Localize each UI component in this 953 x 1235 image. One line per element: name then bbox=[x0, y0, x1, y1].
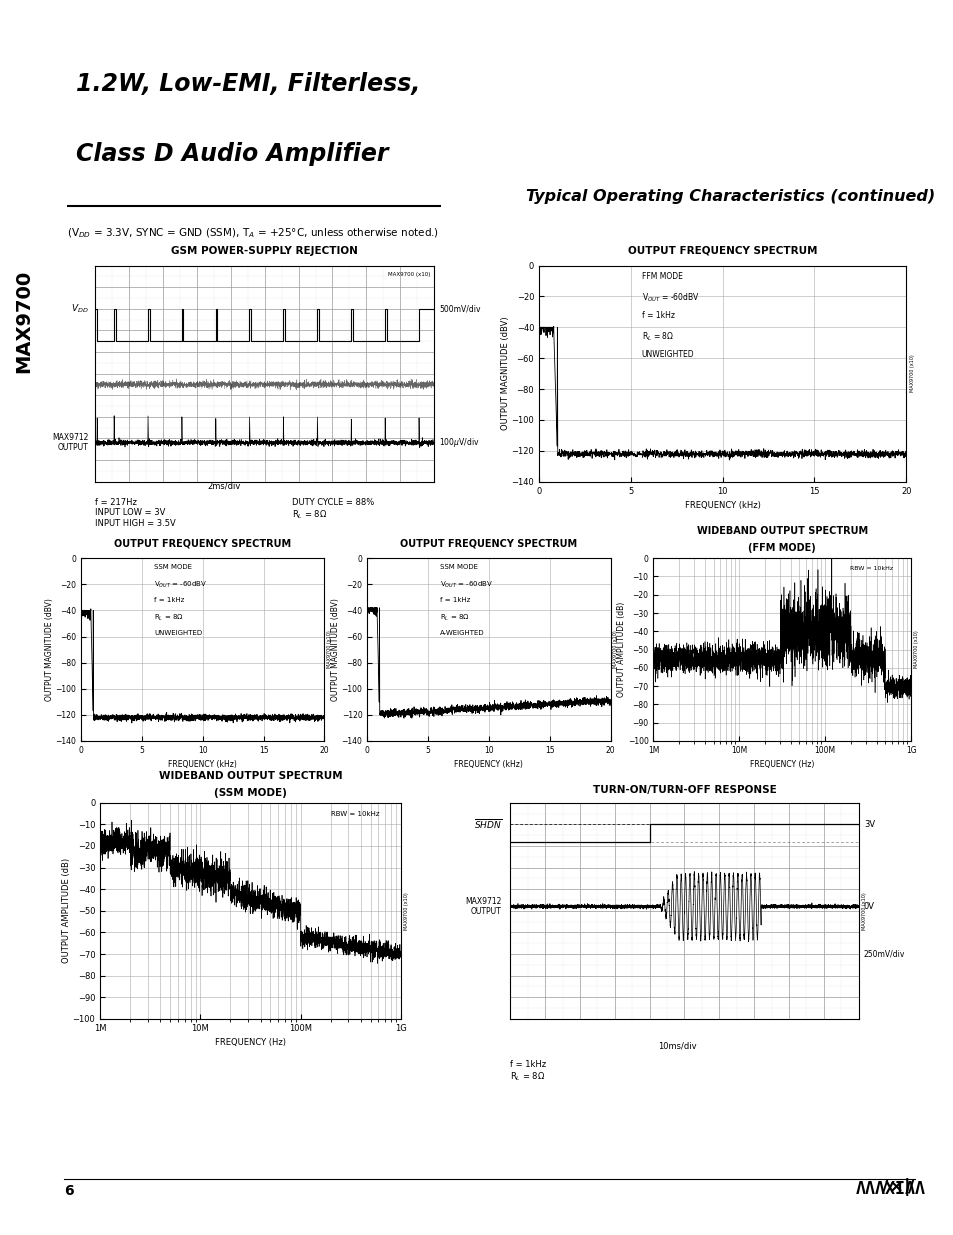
Text: MAX9712
OUTPUT: MAX9712 OUTPUT bbox=[52, 433, 89, 452]
Text: R$_L$ = 8$\Omega$: R$_L$ = 8$\Omega$ bbox=[641, 331, 674, 343]
Text: Typical Operating Characteristics (continued): Typical Operating Characteristics (conti… bbox=[525, 189, 934, 204]
X-axis label: FREQUENCY (kHz): FREQUENCY (kHz) bbox=[454, 761, 523, 769]
Y-axis label: OUTPUT AMPLITUDE (dB): OUTPUT AMPLITUDE (dB) bbox=[617, 601, 626, 698]
Text: TURN-ON/TURN-OFF RESPONSE: TURN-ON/TURN-OFF RESPONSE bbox=[592, 785, 776, 795]
Text: MAX9700 (x10): MAX9700 (x10) bbox=[913, 631, 918, 668]
Text: WIDEBAND OUTPUT SPECTRUM: WIDEBAND OUTPUT SPECTRUM bbox=[158, 771, 342, 781]
Text: 2ms/div: 2ms/div bbox=[207, 482, 240, 490]
Text: OUTPUT FREQUENCY SPECTRUM: OUTPUT FREQUENCY SPECTRUM bbox=[400, 538, 577, 548]
Text: (SSM MODE): (SSM MODE) bbox=[213, 788, 287, 798]
Text: FFM MODE: FFM MODE bbox=[641, 272, 682, 282]
Text: f = 1kHz: f = 1kHz bbox=[153, 597, 184, 603]
X-axis label: FREQUENCY (kHz): FREQUENCY (kHz) bbox=[684, 501, 760, 510]
Y-axis label: OUTPUT MAGNITUDE (dBV): OUTPUT MAGNITUDE (dBV) bbox=[45, 598, 54, 701]
Text: A-WEIGHTED: A-WEIGHTED bbox=[439, 630, 484, 636]
Text: GSM POWER-SUPPLY REJECTION: GSM POWER-SUPPLY REJECTION bbox=[172, 246, 357, 256]
Text: f = 1kHz
R$_L$ = 8$\Omega$: f = 1kHz R$_L$ = 8$\Omega$ bbox=[510, 1060, 546, 1083]
Y-axis label: OUTPUT MAGNITUDE (dBV): OUTPUT MAGNITUDE (dBV) bbox=[500, 316, 510, 431]
Text: MAX9700 (x10): MAX9700 (x10) bbox=[327, 631, 332, 668]
Text: (V$_{DD}$ = 3.3V, SYNC = GND (SSM), T$_A$ = +25$\degree$C, unless otherwise note: (V$_{DD}$ = 3.3V, SYNC = GND (SSM), T$_A… bbox=[67, 226, 438, 241]
Text: 100$\mu$V/div: 100$\mu$V/div bbox=[438, 436, 479, 450]
Text: $V_{DD}$: $V_{DD}$ bbox=[71, 303, 89, 315]
Text: MAX9712
OUTPUT: MAX9712 OUTPUT bbox=[465, 897, 501, 916]
Text: 6: 6 bbox=[65, 1184, 74, 1198]
Text: f = 1kHz: f = 1kHz bbox=[641, 311, 674, 320]
Text: V$_{OUT}$ = -60dBV: V$_{OUT}$ = -60dBV bbox=[439, 580, 493, 590]
Text: MAX9700 (x10): MAX9700 (x10) bbox=[613, 631, 618, 668]
Text: 0V: 0V bbox=[862, 902, 874, 911]
Text: RBW = 10kHz: RBW = 10kHz bbox=[331, 811, 379, 818]
Text: R$_L$ = 8$\Omega$: R$_L$ = 8$\Omega$ bbox=[439, 613, 470, 624]
X-axis label: FREQUENCY (Hz): FREQUENCY (Hz) bbox=[214, 1039, 286, 1047]
Text: SSM MODE: SSM MODE bbox=[153, 563, 192, 569]
X-axis label: FREQUENCY (Hz): FREQUENCY (Hz) bbox=[749, 761, 814, 769]
Text: 3V: 3V bbox=[862, 820, 874, 829]
Text: $\overline{SHDN}$: $\overline{SHDN}$ bbox=[473, 818, 501, 831]
Text: 500mV/div: 500mV/div bbox=[438, 304, 480, 314]
Text: UNWEIGHTED: UNWEIGHTED bbox=[153, 630, 202, 636]
Text: 1.2W, Low-EMI, Filterless,: 1.2W, Low-EMI, Filterless, bbox=[76, 73, 420, 96]
Text: Class D Audio Amplifier: Class D Audio Amplifier bbox=[76, 142, 389, 165]
Text: DUTY CYCLE = 88%
R$_L$ = 8$\Omega$: DUTY CYCLE = 88% R$_L$ = 8$\Omega$ bbox=[292, 498, 374, 521]
Text: 10ms/div: 10ms/div bbox=[658, 1041, 696, 1050]
Text: OUTPUT FREQUENCY SPECTRUM: OUTPUT FREQUENCY SPECTRUM bbox=[114, 538, 291, 548]
Text: V$_{OUT}$ = -60dBV: V$_{OUT}$ = -60dBV bbox=[641, 291, 699, 304]
Text: MAX9700 (x10): MAX9700 (x10) bbox=[388, 272, 430, 277]
Text: MAX9700 (x10): MAX9700 (x10) bbox=[909, 354, 914, 393]
Y-axis label: OUTPUT MAGNITUDE (dBV): OUTPUT MAGNITUDE (dBV) bbox=[331, 598, 340, 701]
Text: ΛΛΛXIΛΛ: ΛΛΛXIΛΛ bbox=[855, 1179, 924, 1198]
X-axis label: FREQUENCY (kHz): FREQUENCY (kHz) bbox=[168, 761, 237, 769]
Text: V$_{OUT}$ = -60dBV: V$_{OUT}$ = -60dBV bbox=[153, 580, 207, 590]
Text: f = 1kHz: f = 1kHz bbox=[439, 597, 470, 603]
Text: OUTPUT FREQUENCY SPECTRUM: OUTPUT FREQUENCY SPECTRUM bbox=[627, 246, 817, 256]
Text: (FFM MODE): (FFM MODE) bbox=[747, 543, 816, 553]
Text: $\mathbf{/\!\/\!\/\!\times\!|\!/\!\/}$: $\mathbf{/\!\/\!\/\!\times\!|\!/\!\/}$ bbox=[880, 1176, 915, 1198]
Text: 250mV/div: 250mV/div bbox=[862, 950, 904, 958]
Text: R$_L$ = 8$\Omega$: R$_L$ = 8$\Omega$ bbox=[153, 613, 184, 624]
Text: MAX9700: MAX9700 bbox=[14, 269, 33, 373]
Text: UNWEIGHTED: UNWEIGHTED bbox=[641, 350, 694, 359]
Text: MAX9700 (x10): MAX9700 (x10) bbox=[403, 892, 408, 930]
Text: RBW = 10kHz: RBW = 10kHz bbox=[849, 566, 892, 571]
Text: MAX9700 (x10): MAX9700 (x10) bbox=[862, 892, 866, 930]
Text: SSM MODE: SSM MODE bbox=[439, 563, 477, 569]
Text: WIDEBAND OUTPUT SPECTRUM: WIDEBAND OUTPUT SPECTRUM bbox=[696, 526, 867, 536]
Text: f = 217Hz
INPUT LOW = 3V
INPUT HIGH = 3.5V: f = 217Hz INPUT LOW = 3V INPUT HIGH = 3.… bbox=[95, 498, 176, 527]
Y-axis label: OUTPUT AMPLITUDE (dB): OUTPUT AMPLITUDE (dB) bbox=[62, 858, 71, 963]
